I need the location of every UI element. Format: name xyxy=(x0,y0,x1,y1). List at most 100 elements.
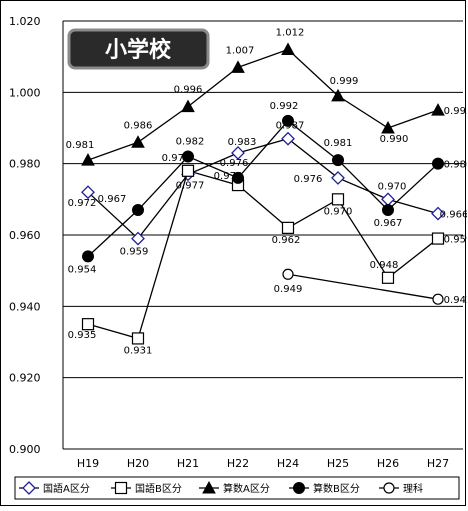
x-tick-label: H24 xyxy=(277,457,299,470)
data-label: 0.962 xyxy=(272,235,301,246)
data-label: 0.954 xyxy=(68,264,97,275)
data-label: 1.007 xyxy=(226,45,255,56)
circle-marker xyxy=(332,154,344,167)
data-label: 0.976 xyxy=(220,158,249,169)
data-label: 0.995 xyxy=(444,106,467,117)
data-label: 0.970 xyxy=(324,206,353,217)
circle-marker xyxy=(282,114,294,127)
series-5 xyxy=(282,268,444,305)
x-tick-label: H20 xyxy=(127,457,149,470)
legend-label: 理科 xyxy=(403,482,423,495)
y-tick-label: 0.960 xyxy=(9,229,41,242)
data-label: 0.982 xyxy=(176,137,205,148)
series-1 xyxy=(81,131,445,246)
triangle-marker xyxy=(81,153,95,166)
circle-marker xyxy=(132,204,144,217)
legend-item: 国語B区分 xyxy=(111,481,182,495)
data-label: 0.986 xyxy=(124,120,153,131)
triangle-marker xyxy=(431,103,445,116)
title-badge: 小学校 xyxy=(67,28,210,70)
data-label: 0.959 xyxy=(444,235,467,246)
data-label: 0.978 xyxy=(162,153,191,164)
data-label: 0.977 xyxy=(176,180,205,191)
gridlines xyxy=(62,20,463,450)
square-marker xyxy=(131,332,145,345)
data-label: 0.974 xyxy=(214,171,243,182)
triangle-marker xyxy=(131,135,145,148)
legend-label: 算数A区分 xyxy=(223,482,270,495)
data-labels: 0.972 0.959 0.977 0.983 0.987 0.976 0.970 0.966… xyxy=(66,28,468,357)
data-label: 0.999 xyxy=(330,76,359,87)
square-marker xyxy=(331,193,345,206)
circle-marker xyxy=(82,250,94,263)
diamond-marker xyxy=(381,192,395,207)
data-label: 0.959 xyxy=(120,247,149,258)
data-label: 0.966 xyxy=(440,210,467,221)
data-label: 0.987 xyxy=(276,121,305,132)
series-4 xyxy=(82,114,444,263)
data-label: 0.981 xyxy=(324,138,353,149)
y-tick-label: 0.920 xyxy=(9,372,41,385)
x-tick-label: H21 xyxy=(177,457,199,470)
legend-label: 国語A区分 xyxy=(43,482,90,495)
data-label: 0.970 xyxy=(378,181,407,192)
x-tick-label: H27 xyxy=(427,457,449,470)
data-label: 0.996 xyxy=(174,85,203,96)
circle-marker xyxy=(293,482,305,494)
open-circle-marker xyxy=(282,268,294,280)
legend-label: 算数B区分 xyxy=(313,482,360,495)
series-line xyxy=(87,48,439,161)
square-marker xyxy=(181,164,195,177)
legend-item: 国語A区分 xyxy=(19,481,90,495)
open-circle-marker xyxy=(383,482,395,494)
square-marker xyxy=(281,221,295,234)
square-marker xyxy=(431,232,445,245)
legend-label: 国語B区分 xyxy=(135,482,182,495)
title-badge-box xyxy=(67,28,210,70)
x-tick-label: H22 xyxy=(227,457,249,470)
title-badge-text: 小学校 xyxy=(105,37,172,63)
series-line xyxy=(287,273,439,300)
square-marker xyxy=(81,318,95,331)
diamond-marker xyxy=(431,206,445,221)
y-tick-label: 1.000 xyxy=(9,86,41,99)
diamond-marker xyxy=(281,131,295,146)
legend: 国語A区分 国語B区分 算数A区分 算数B区分 理科 xyxy=(14,476,460,500)
legend-item: 算数B区分 xyxy=(289,482,360,495)
data-label: 0.931 xyxy=(124,345,153,356)
x-tick-label: H25 xyxy=(327,457,349,470)
triangle-marker xyxy=(231,60,245,73)
data-label: 0.949 xyxy=(274,284,303,295)
x-tick-label: H19 xyxy=(77,457,99,470)
series-line xyxy=(87,169,439,340)
series-2 xyxy=(81,164,445,345)
open-circle-marker xyxy=(432,293,444,305)
series-3 xyxy=(81,42,445,166)
legend-item: 理科 xyxy=(379,482,423,495)
diamond-marker xyxy=(22,481,36,495)
triangle-marker xyxy=(202,480,216,494)
circle-marker xyxy=(182,150,194,163)
data-label: 0.992 xyxy=(270,101,299,112)
square-marker xyxy=(381,271,395,284)
y-tick-label: 0.940 xyxy=(9,300,41,313)
data-label: 0.972 xyxy=(68,198,97,209)
diamond-marker xyxy=(131,231,145,246)
data-label: 0.935 xyxy=(68,330,97,341)
series-group xyxy=(81,42,445,345)
data-label: 0.942 xyxy=(444,295,467,306)
square-marker xyxy=(114,481,128,495)
series-line xyxy=(87,137,439,240)
data-label: 0.981 xyxy=(66,140,95,151)
data-label: 0.980 xyxy=(444,160,467,171)
circle-marker xyxy=(232,171,244,184)
data-label: 0.948 xyxy=(370,260,399,271)
diamond-marker xyxy=(81,185,95,200)
diamond-marker xyxy=(231,146,245,160)
triangle-marker xyxy=(331,88,345,102)
x-axis-ticks: H19 H20 H21 H22 H24 H25 H26 H27 xyxy=(77,457,449,470)
data-label: 0.990 xyxy=(380,134,409,145)
triangle-marker xyxy=(381,120,395,134)
